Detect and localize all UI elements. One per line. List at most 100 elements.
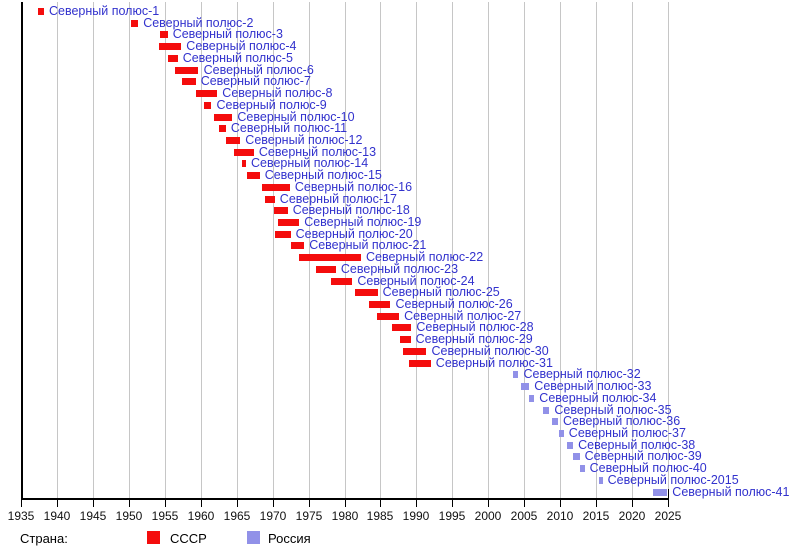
axis-tick bbox=[201, 498, 202, 507]
axis-tick-label: 1975 bbox=[295, 509, 323, 523]
timeline-bar bbox=[521, 383, 530, 390]
timeline-bar bbox=[37, 8, 44, 15]
gridline bbox=[345, 2, 346, 498]
axis-tick-label: 2015 bbox=[582, 509, 610, 523]
station-label: Северный полюс-26 bbox=[395, 297, 513, 311]
station-label: Северный полюс-29 bbox=[415, 332, 533, 347]
legend: Страна: СССР Россия bbox=[0, 528, 800, 552]
axis-tick bbox=[237, 498, 238, 507]
station-label: Северный полюс-41 bbox=[672, 484, 790, 499]
station-label: Северный полюс-18 bbox=[292, 203, 410, 218]
timeline-bar bbox=[264, 195, 275, 203]
station-label: Северный полюс-17 bbox=[279, 191, 397, 206]
timeline-bar bbox=[566, 441, 574, 449]
axis-tick bbox=[452, 498, 453, 507]
gridline bbox=[560, 2, 561, 498]
gridline bbox=[632, 2, 633, 498]
axis-tick bbox=[596, 498, 597, 507]
station-label: Северный полюс-25 bbox=[382, 285, 500, 300]
gridline bbox=[668, 2, 669, 498]
timeline-bar bbox=[174, 66, 199, 74]
station-label: Северный полюс-2 bbox=[143, 15, 254, 30]
station-label: Северный полюс-15 bbox=[264, 168, 382, 183]
axis-tick-label: 1995 bbox=[438, 509, 466, 523]
axis-tick bbox=[273, 498, 274, 507]
timeline-bar bbox=[354, 289, 378, 297]
gridline bbox=[488, 2, 489, 498]
timeline-bar bbox=[274, 207, 288, 215]
station-label: Северный полюс-40 bbox=[589, 461, 707, 476]
gridline bbox=[452, 2, 453, 498]
timeline-bar bbox=[368, 301, 391, 308]
timeline-bar bbox=[196, 90, 218, 97]
station-label: Северный полюс-33 bbox=[534, 379, 652, 393]
x-axis-line bbox=[21, 498, 669, 500]
legend-swatch-russia bbox=[247, 531, 260, 544]
axis-tick-label: 2000 bbox=[474, 509, 502, 523]
station-label: Северный полюс-9 bbox=[216, 97, 327, 112]
station-label: Северный полюс-19 bbox=[304, 215, 422, 229]
timeline-bar bbox=[167, 54, 178, 62]
axis-tick bbox=[488, 498, 489, 507]
timeline-bar bbox=[159, 31, 168, 39]
station-label: Северный полюс-2015 bbox=[607, 472, 739, 487]
station-label: Северный полюс-37 bbox=[568, 425, 686, 440]
station-label: Северный полюс-32 bbox=[523, 367, 641, 382]
station-label: Северный полюс-23 bbox=[340, 261, 459, 276]
axis-tick-label: 1935 bbox=[7, 509, 35, 523]
timeline-bar bbox=[528, 394, 535, 402]
axis-tick bbox=[93, 498, 94, 507]
station-label: Северный полюс-5 bbox=[182, 50, 293, 65]
gridline bbox=[93, 2, 94, 498]
timeline-bar bbox=[330, 277, 353, 285]
timeline-bar bbox=[225, 136, 241, 144]
timeline-bar bbox=[408, 359, 431, 367]
timeline-bar bbox=[204, 101, 212, 109]
timeline-bar bbox=[299, 254, 361, 262]
station-label: Северный полюс-7 bbox=[200, 74, 311, 89]
station-label: Северный полюс-14 bbox=[251, 156, 369, 171]
axis-tick-label: 1945 bbox=[79, 509, 107, 523]
axis-tick bbox=[57, 498, 58, 507]
timeline-bar bbox=[246, 172, 260, 180]
axis-tick bbox=[345, 498, 346, 507]
station-label: Северный полюс-34 bbox=[539, 390, 657, 405]
axis-tick bbox=[21, 498, 22, 507]
timeline-bar bbox=[512, 371, 519, 379]
station-label: Северный полюс-3 bbox=[172, 27, 283, 42]
station-label: Северный полюс-4 bbox=[186, 39, 297, 54]
station-label: Северный полюс-24 bbox=[357, 273, 475, 288]
axis-tick bbox=[165, 498, 166, 507]
axis-tick bbox=[524, 498, 525, 507]
timeline-bar bbox=[391, 324, 412, 332]
gridline bbox=[57, 2, 58, 498]
station-label: Северный полюс-12 bbox=[245, 132, 363, 147]
axis-tick-label: 1950 bbox=[115, 509, 143, 523]
gridline bbox=[416, 2, 417, 498]
axis-tick-label: 1990 bbox=[402, 509, 430, 523]
legend-label-ussr: СССР bbox=[170, 531, 207, 546]
legend-title: Страна: bbox=[20, 531, 68, 546]
axis-tick-label: 1960 bbox=[187, 509, 215, 523]
station-label: Северный полюс-10 bbox=[237, 109, 355, 124]
axis-tick-label: 2005 bbox=[510, 509, 538, 523]
station-label: Северный полюс-20 bbox=[295, 226, 413, 241]
timeline-bar bbox=[159, 43, 182, 51]
y-axis-line bbox=[21, 2, 23, 498]
axis-tick-label: 1985 bbox=[366, 509, 394, 523]
timeline-bar bbox=[551, 418, 558, 426]
gridline bbox=[129, 2, 130, 498]
timeline-bar bbox=[182, 78, 196, 86]
axis-tick bbox=[309, 498, 310, 507]
timeline-bar bbox=[218, 125, 226, 133]
gridline bbox=[596, 2, 597, 498]
station-label: Северный полюс-31 bbox=[435, 355, 553, 370]
axis-tick-label: 1955 bbox=[151, 509, 179, 523]
gridline bbox=[201, 2, 202, 498]
timeline-bar bbox=[573, 453, 580, 461]
gridline bbox=[309, 2, 310, 498]
station-label: Северный полюс-1 bbox=[49, 4, 160, 18]
timeline-bar bbox=[399, 336, 411, 344]
station-label: Северный полюс-16 bbox=[294, 179, 413, 194]
